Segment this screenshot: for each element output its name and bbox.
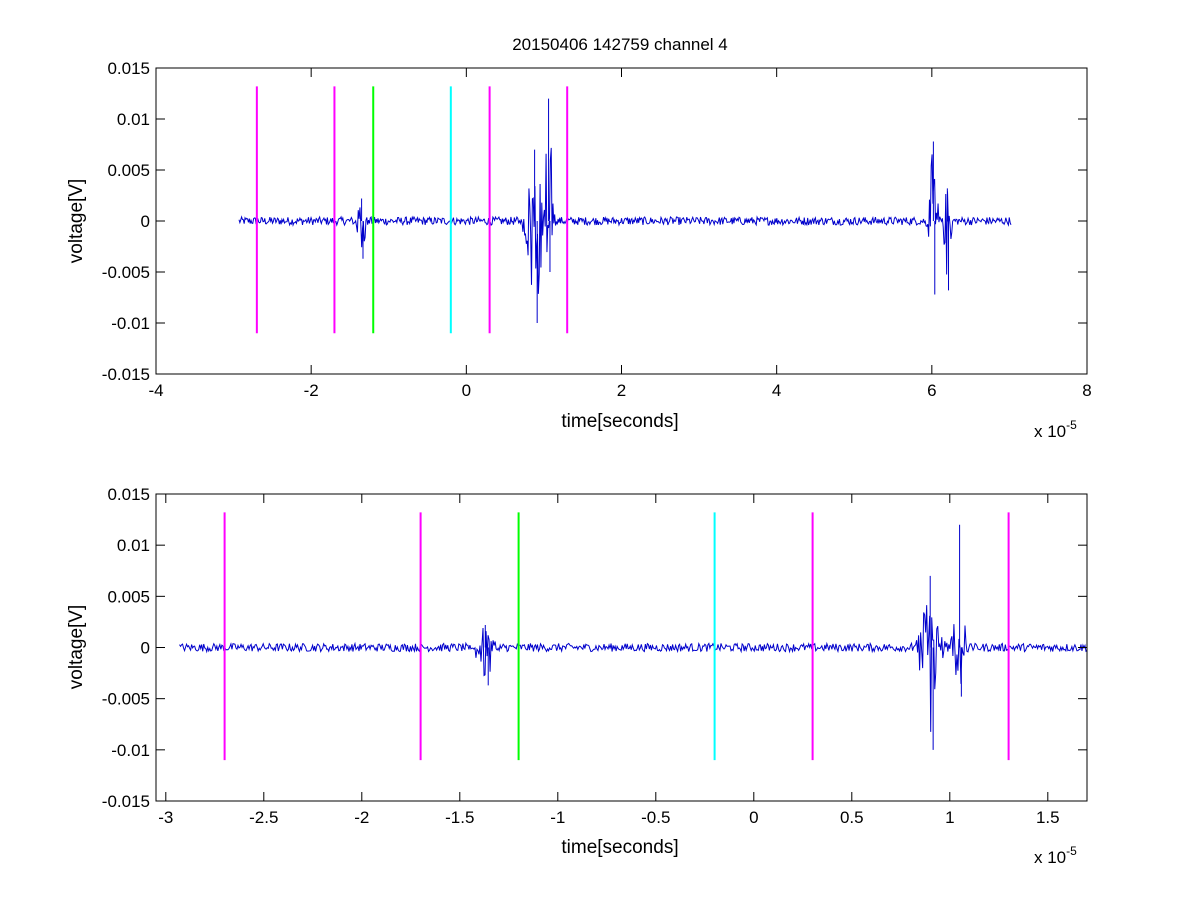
top-y-axis-label: voltage[V]	[66, 179, 87, 264]
chart-title: 20150406 142759 channel 4	[512, 35, 728, 54]
top-x-tick-label: 0	[462, 381, 471, 400]
top-y-tick-label: -0.015	[102, 365, 150, 384]
top-x-tick-label: -2	[304, 381, 319, 400]
bottom-x-tick-label: 0.5	[840, 808, 864, 827]
bottom-x-multiplier-base: x 10	[1034, 848, 1066, 867]
top-x-tick-label: 6	[927, 381, 936, 400]
bottom-x-multiplier-exponent: -5	[1066, 844, 1077, 858]
top-y-tick-label: -0.005	[102, 263, 150, 282]
bottom-y-tick-label: -0.01	[111, 741, 150, 760]
bottom-y-axis-label: voltage[V]	[66, 605, 87, 690]
top-x-tick-label: 2	[617, 381, 626, 400]
top-y-tick-label: 0.005	[107, 161, 150, 180]
bottom-x-tick-label: -0.5	[641, 808, 670, 827]
bottom-y-tick-label: -0.015	[102, 792, 150, 811]
top-subplot: 20150406 142759 channel 4 -4 -2 0 2 4 6 8 -0.01…	[66, 35, 1092, 441]
bottom-x-tick-label: 1.5	[1036, 808, 1060, 827]
top-x-multiplier-base: x 10	[1034, 422, 1066, 441]
bottom-marker-layer	[223, 512, 1010, 761]
bottom-y-tick-label: 0.015	[107, 485, 150, 504]
bottom-x-tick-label: -1	[550, 808, 565, 827]
bottom-x-tick-label: -2.5	[249, 808, 278, 827]
bottom-y-tick-label: 0	[141, 639, 150, 658]
bottom-x-tick-label: 0	[749, 808, 758, 827]
top-y-tick-label: 0	[141, 212, 150, 231]
top-y-tick-label: 0.015	[107, 59, 150, 78]
bottom-x-axis-label: time[seconds]	[561, 837, 678, 858]
bottom-signal-layer	[179, 524, 1088, 750]
top-x-axis-label: time[seconds]	[561, 411, 678, 432]
top-signal-layer	[238, 98, 1012, 323]
top-x-tick-label: 4	[772, 381, 781, 400]
bottom-signal-line	[179, 524, 1088, 750]
bottom-y-tick-label: 0.01	[117, 536, 150, 555]
bottom-x-tick-label: 1	[945, 808, 954, 827]
bottom-y-tick-label: 0.005	[107, 587, 150, 606]
top-x-tick-label: -4	[148, 381, 163, 400]
top-signal-line	[238, 98, 1012, 323]
bottom-x-tick-label: -2	[354, 808, 369, 827]
bottom-x-multiplier: x 10-5	[1034, 844, 1077, 867]
top-marker-layer	[255, 86, 569, 334]
top-ticks-layer: -4 -2 0 2 4 6 8 -0.015 -0.01 -0.005 0 0.005 0.01 0.01…	[102, 59, 1092, 400]
bottom-x-tick-label: -1.5	[445, 808, 474, 827]
top-y-tick-label: -0.01	[111, 314, 150, 333]
bottom-subplot: -3 -2.5 -2 -1.5 -1 -0.5 0 0.5 1 1.5 -0.015 -0.01 -0.…	[66, 485, 1088, 867]
bottom-y-tick-label: -0.005	[102, 690, 150, 709]
top-y-tick-label: 0.01	[117, 110, 150, 129]
top-x-multiplier: x 10-5	[1034, 418, 1077, 441]
bottom-ticks-layer: -3 -2.5 -2 -1.5 -1 -0.5 0 0.5 1 1.5 -0.015 -0.01 -0.…	[102, 485, 1087, 827]
bottom-x-tick-label: -3	[158, 808, 173, 827]
top-x-multiplier-exponent: -5	[1066, 418, 1077, 432]
top-x-tick-label: 8	[1082, 381, 1091, 400]
